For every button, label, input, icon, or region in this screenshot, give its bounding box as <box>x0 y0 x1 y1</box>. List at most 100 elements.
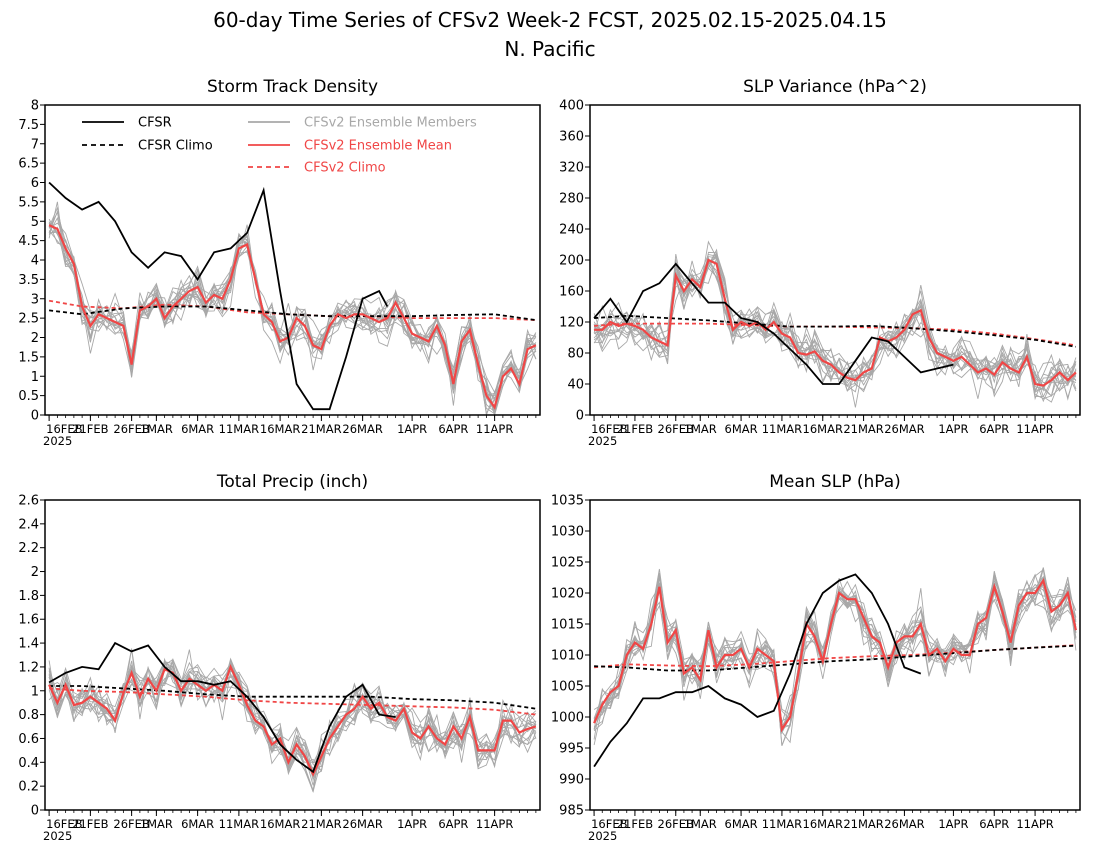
ensemble-member-line <box>593 567 1077 729</box>
y-tick-label: 0.4 <box>18 756 39 771</box>
y-tick-label: 1020 <box>551 587 584 602</box>
x-tick-label: 11MAR <box>762 817 802 831</box>
y-tick-label: 5.5 <box>18 195 39 210</box>
ensemble-member-line <box>593 253 1077 392</box>
x-tick-label: 6MAR <box>725 422 758 436</box>
x-tick-label: 26FEB <box>658 817 695 831</box>
y-tick-label: 1.6 <box>18 613 39 628</box>
cfsr-climo-line <box>49 685 537 710</box>
plot-area <box>593 567 1077 768</box>
y-tick-label: 160 <box>559 285 584 300</box>
x-tick-label: 16MAR <box>260 422 300 436</box>
cfsv2-climo-line <box>49 687 537 716</box>
legend-label-members: CFSv2 Ensemble Members <box>304 116 477 131</box>
ensemble-member-line <box>593 263 1077 403</box>
x-tick-label: 21MAR <box>301 422 341 436</box>
x-tick-label: 26FEB <box>658 422 695 436</box>
plot-frame <box>589 499 1081 811</box>
y-tick-label: 3.5 <box>18 273 39 288</box>
panel-title: Storm Track Density <box>207 77 378 97</box>
legend-label-cfsr: CFSR <box>138 116 172 131</box>
x-tick-label: 16FEB <box>46 422 83 436</box>
y-tick-label: 4.5 <box>18 234 39 249</box>
y-tick-label: 0 <box>576 409 584 424</box>
legend: CFSR CFSR Climo CFSv2 Ensemble Members CFSv… <box>82 116 477 176</box>
ensemble-member-line <box>593 256 1077 403</box>
panel-title: Total Precip (inch) <box>216 472 368 492</box>
x-tick-label: 6MAR <box>181 817 214 831</box>
panel-mean-slp: Mean SLP (hPa) 985 990 995 1000 1005 1010 1015 1… <box>551 472 1081 843</box>
x-tick-label: 21MAR <box>843 817 883 831</box>
y-tick-label: 320 <box>559 161 584 176</box>
ensemble-member-line <box>48 649 537 764</box>
y-tick-label: 2.6 <box>18 494 39 509</box>
y-tick-label: 2 <box>31 331 39 346</box>
x-tick-label: 6MAR <box>181 422 214 436</box>
x-tick-label: 16MAR <box>803 817 843 831</box>
cfsr-line <box>48 641 396 774</box>
y-tick-label: 40 <box>567 378 584 393</box>
x-tick-label: 26MAR <box>884 817 924 831</box>
y-tick-label: 0.2 <box>18 780 39 795</box>
x-tick-label: 6MAR <box>725 817 758 831</box>
y-tick-label: 1.2 <box>18 660 39 675</box>
x-year-label: 2025 <box>43 829 72 843</box>
y-tick-label: 0.5 <box>18 389 39 404</box>
x-tick-label: 21MAR <box>301 817 341 831</box>
x-tick-label: 11APR <box>1016 422 1053 436</box>
ensemble-mean-line <box>594 258 1077 387</box>
y-tick-label: 1.5 <box>18 350 39 365</box>
plot-frame <box>44 104 541 416</box>
y-tick-label: 400 <box>559 99 584 114</box>
x-tick-label: 6APR <box>979 422 1009 436</box>
plot-area <box>48 641 537 794</box>
x-tick-label: 21FEB <box>617 817 654 831</box>
cfsv2-climo-line <box>594 322 1077 347</box>
plot-area <box>593 240 1077 408</box>
x-tick-label: 21FEB <box>72 817 109 831</box>
y-tick-label: 80 <box>567 347 584 362</box>
x-tick-label: 11APR <box>1016 817 1053 831</box>
ensemble-member-line <box>48 660 537 794</box>
ensemble-member-line <box>48 658 537 771</box>
x-tick-label: 11APR <box>476 422 513 436</box>
y-tick-label: 200 <box>559 254 584 269</box>
y-tick-label: 4 <box>31 254 39 269</box>
ensemble-member-line <box>594 256 1077 408</box>
y-tick-label: 1015 <box>551 618 584 633</box>
plot-frame <box>44 499 541 811</box>
y-tick-label: 0 <box>31 804 39 819</box>
ensemble-member-line <box>48 226 537 397</box>
y-tick-label: 240 <box>559 223 584 238</box>
y-tick-label: 1025 <box>551 556 584 571</box>
y-tick-label: 995 <box>559 742 584 757</box>
ensemble-mean-line <box>48 663 537 777</box>
y-tick-label: 5 <box>31 215 39 230</box>
y-tick-label: 2.2 <box>18 541 39 556</box>
x-tick-label: 26MAR <box>342 422 382 436</box>
cfsr-climo-line <box>594 314 1077 348</box>
y-tick-label: 0.8 <box>18 708 39 723</box>
panel-total-precip: Total Precip (inch) 0 0.2 0.4 0.6 0.8 1 1.2 1.4 1… <box>18 472 541 843</box>
y-tick-label: 2 <box>31 565 39 580</box>
x-tick-label: 21FEB <box>617 422 654 436</box>
legend-label-cfsr-climo: CFSR Climo <box>138 139 213 154</box>
y-tick-label: 1 <box>31 684 39 699</box>
cfsr-line <box>593 262 954 385</box>
y-tick-label: 6 <box>31 176 39 191</box>
y-tick-label: 280 <box>559 192 584 207</box>
y-tick-label: 1035 <box>551 494 584 509</box>
x-tick-label: 1APR <box>938 817 968 831</box>
x-tick-label: 11MAR <box>762 422 802 436</box>
panel-title: SLP Variance (hPa^2) <box>743 77 927 97</box>
y-tick-label: 1 <box>31 370 39 385</box>
y-tick-label: 1.4 <box>18 637 39 652</box>
x-tick-label: 1APR <box>397 817 427 831</box>
cfsr-climo-line <box>594 644 1076 672</box>
x-tick-label: 26MAR <box>884 422 924 436</box>
x-tick-label: 21MAR <box>843 422 883 436</box>
ensemble-member-line <box>48 206 537 415</box>
ensemble-member-line <box>593 572 1077 746</box>
y-tick-label: 7 <box>31 137 39 152</box>
